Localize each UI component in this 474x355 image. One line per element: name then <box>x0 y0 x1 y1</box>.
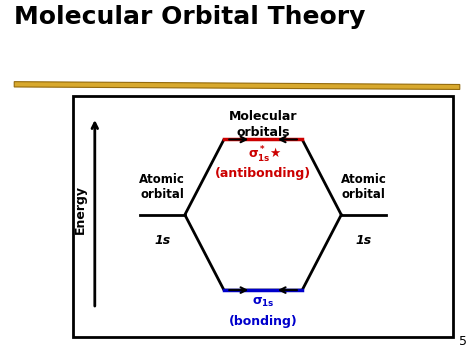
Bar <box>73 96 453 337</box>
Text: $\mathbf{\sigma_{1s}}$: $\mathbf{\sigma_{1s}}$ <box>252 295 274 308</box>
Text: Atomic
orbital: Atomic orbital <box>139 173 185 201</box>
Text: 5: 5 <box>459 335 467 348</box>
Text: Atomic
orbital: Atomic orbital <box>341 173 387 201</box>
Text: (bonding): (bonding) <box>228 315 298 328</box>
Text: 1s: 1s <box>154 234 171 247</box>
Text: (antibonding): (antibonding) <box>215 167 311 180</box>
Text: 1s: 1s <box>356 234 372 247</box>
Polygon shape <box>14 82 460 89</box>
Text: Molecular
orbitals: Molecular orbitals <box>229 110 297 139</box>
Text: Molecular Orbital Theory: Molecular Orbital Theory <box>14 5 365 29</box>
Text: $\mathbf{\sigma^*_{1s}}$★: $\mathbf{\sigma^*_{1s}}$★ <box>248 145 283 165</box>
Text: Energy: Energy <box>74 185 87 234</box>
